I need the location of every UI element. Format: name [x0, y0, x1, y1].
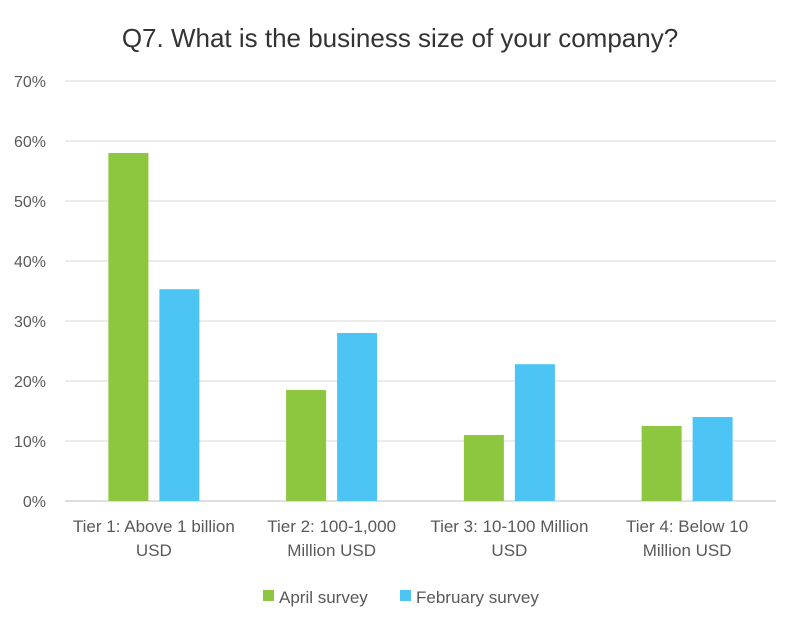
legend-swatch [400, 590, 411, 601]
y-tick-label: 30% [14, 314, 46, 331]
y-tick-label: 50% [14, 194, 46, 211]
x-tick-label: Tier 3: 10-100 Million USD [430, 517, 588, 560]
y-tick-label: 10% [14, 434, 46, 451]
x-tick-label: Tier 1: Above 1 billion USD [73, 517, 235, 560]
y-tick-label: 60% [14, 134, 46, 151]
chart-title: Q7. What is the business size of your co… [122, 23, 678, 53]
bar-april [108, 153, 149, 501]
legend: April survey February survey [263, 588, 539, 607]
bar-april [463, 435, 504, 501]
x-tick-label: Tier 4: Below 10 Million USD [626, 517, 748, 560]
bar-february [692, 417, 733, 501]
x-tick-label: Tier 2: 100-1,000 Million USD [267, 517, 396, 560]
legend-label: April survey [279, 588, 368, 607]
bar-february [337, 333, 378, 501]
bar-february [159, 289, 200, 501]
bars [108, 153, 733, 501]
y-tick-label: 70% [14, 74, 46, 91]
x-axis-labels: Tier 1: Above 1 billion USD Tier 2: 100-1,… [73, 517, 748, 560]
bar-april [641, 426, 682, 501]
bar-february [514, 364, 555, 501]
bar-april [286, 390, 327, 501]
y-tick-label: 20% [14, 374, 46, 391]
legend-swatch [263, 590, 274, 601]
y-tick-label: 40% [14, 254, 46, 271]
legend-label: February survey [416, 588, 539, 607]
y-axis-ticks: 0% 10% 20% 30% 40% 50% 60% 70% [14, 74, 46, 511]
y-tick-label: 0% [23, 494, 46, 511]
